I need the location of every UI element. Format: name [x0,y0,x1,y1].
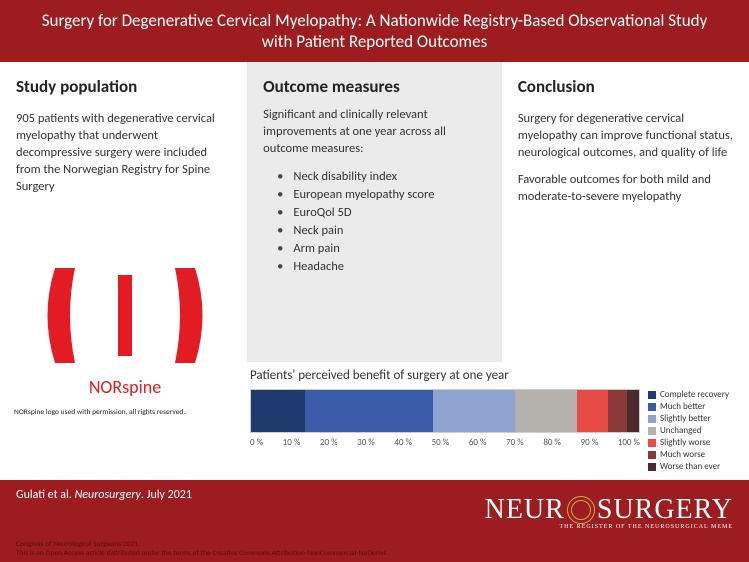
legend-label: Slightly worse [660,437,710,448]
journal-logo: NEUR SURGERY THE REGISTER OF THE NEUROSU… [485,494,733,530]
axis-tick: 80 % [543,437,561,448]
footer-copyright: Congress of Neurological Surgeons 2021. … [16,540,386,558]
chart-x-axis: 0 % 10 % 20 % 30 % 40 % 50 % 60 % 70 % 80 % 90 % 1… [250,437,640,448]
logo-left: NEUR [485,494,565,526]
conclusion-p1: Surgery for degenerative cervical myelop… [518,111,733,162]
logo-right: SURGERY [597,494,733,526]
legend-item: Slightly worse [648,437,740,448]
bar-segment [515,390,577,432]
outcomes-list: Neck disability indexEuropean myelopathy… [263,168,486,277]
outcome-item: EuroQol 5D [277,204,486,222]
col-conclusion: Conclusion Surgery for degenerative cerv… [502,62,749,362]
legend-item: Complete recovery [648,389,740,400]
norspine-caption: NORspine logo used with permission, all … [14,408,230,417]
legend-label: Much worse [660,449,705,460]
citation-date: . July 2021 [141,488,192,502]
axis-tick: 50 % [432,437,450,448]
legend-item: Unchanged [648,425,740,436]
copyright-line2: This is an Open Access article distribut… [16,549,386,558]
legend-swatch [648,439,656,447]
legend-label: Slightly better [660,413,711,424]
stacked-bar [250,389,640,433]
chart-legend: Complete recoveryMuch betterSlightly bet… [640,389,740,473]
outcome-item: Neck disability index [277,168,486,186]
study-heading: Study population [16,76,231,97]
footer-banner: Gulati et al. Neurosurgery. July 2021 Co… [0,480,749,562]
axis-tick: 90 % [581,437,599,448]
legend-item: Worse than ever [648,461,740,472]
bar-segment [627,390,639,432]
legend-label: Complete recovery [660,389,729,400]
bar-segment [251,390,305,432]
bar-segment [433,390,514,432]
norspine-label: NORspine [20,376,230,398]
legend-swatch [648,391,656,399]
axis-tick: 100 % [618,437,640,448]
outcome-item: Headache [277,258,486,276]
legend-swatch [648,415,656,423]
copyright-line1: Congress of Neurological Surgeons 2021. [16,540,386,549]
legend-swatch [648,463,656,471]
bar-segment [577,390,608,432]
study-body: 905 patients with degenerative cervical … [16,111,231,195]
legend-swatch [648,427,656,435]
axis-tick: 30 % [357,437,375,448]
benefit-chart: Patients' perceived benefit of surgery a… [250,368,740,473]
citation-journal: Neurosurgery [75,488,141,502]
outcomes-intro: Significant and clinically relevant impr… [263,107,486,158]
axis-tick: 10 % [283,437,301,448]
axis-tick: 70 % [506,437,524,448]
axis-tick: 40 % [394,437,412,448]
legend-label: Worse than ever [660,461,720,472]
bar-segment [305,390,433,432]
legend-item: Much worse [648,449,740,460]
title-text: Surgery for Degenerative Cervical Myelop… [42,10,708,52]
chart-title: Patients' perceived benefit of surgery a… [250,368,740,383]
legend-swatch [648,451,656,459]
legend-item: Slightly better [648,413,740,424]
outcome-item: European myelopathy score [277,186,486,204]
logo-seal-icon [567,496,595,524]
legend-item: Much better [648,401,740,412]
legend-label: Much better [660,401,705,412]
bar-segment [608,390,627,432]
outcome-item: Arm pain [277,240,486,258]
col-outcome-measures: Outcome measures Significant and clinica… [247,62,502,362]
outcomes-heading: Outcome measures [263,76,486,97]
header-banner: Surgery for Degenerative Cervical Myelop… [0,0,749,62]
norspine-logo-icon [20,260,230,370]
conclusion-heading: Conclusion [518,76,733,97]
norspine-block: NORspine NORspine logo used with permiss… [20,260,230,417]
axis-tick: 0 % [250,437,263,448]
legend-label: Unchanged [660,425,701,436]
outcome-item: Neck pain [277,222,486,240]
axis-tick: 60 % [469,437,487,448]
citation-author: Gulati et al. [16,488,72,502]
conclusion-p2: Favorable outcomes for both mild and mod… [518,172,733,206]
axis-tick: 20 % [320,437,338,448]
legend-swatch [648,403,656,411]
